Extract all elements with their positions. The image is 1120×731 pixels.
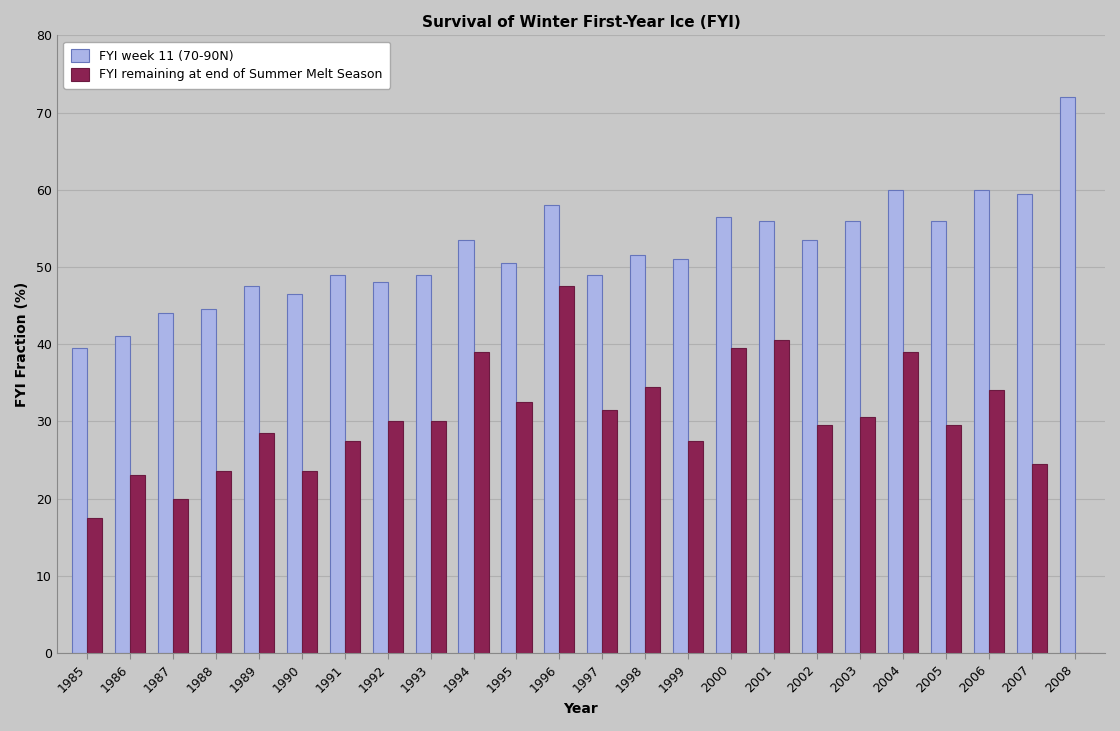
Bar — [388, 421, 402, 653]
Bar — [200, 309, 216, 653]
Bar — [287, 294, 301, 653]
X-axis label: Year: Year — [563, 702, 598, 716]
Bar — [774, 340, 790, 653]
Bar — [559, 287, 575, 653]
Legend: FYI week 11 (70-90N), FYI remaining at end of Summer Melt Season: FYI week 11 (70-90N), FYI remaining at e… — [63, 42, 390, 89]
Bar — [818, 425, 832, 653]
Bar — [631, 255, 645, 653]
Bar — [244, 287, 259, 653]
Bar — [1017, 194, 1032, 653]
Bar — [301, 471, 317, 653]
Bar — [216, 471, 231, 653]
Bar — [946, 425, 961, 653]
Bar — [989, 390, 1004, 653]
Bar — [759, 221, 774, 653]
Bar — [689, 441, 703, 653]
Bar — [645, 387, 661, 653]
Bar — [158, 314, 172, 653]
Bar — [329, 275, 345, 653]
Bar — [474, 352, 488, 653]
Bar — [1060, 97, 1075, 653]
Bar — [502, 263, 516, 653]
Y-axis label: FYI Fraction (%): FYI Fraction (%) — [15, 281, 29, 406]
Bar — [888, 190, 903, 653]
Bar — [172, 499, 188, 653]
Bar — [603, 410, 617, 653]
Bar — [416, 275, 430, 653]
Bar — [731, 348, 746, 653]
Bar — [516, 402, 532, 653]
Bar — [587, 275, 603, 653]
Bar — [373, 282, 388, 653]
Bar — [430, 421, 446, 653]
Title: Survival of Winter First-Year Ice (FYI): Survival of Winter First-Year Ice (FYI) — [421, 15, 740, 30]
Bar — [130, 475, 144, 653]
Bar — [345, 441, 360, 653]
Bar — [716, 217, 731, 653]
Bar — [860, 417, 875, 653]
Bar — [931, 221, 946, 653]
Bar — [544, 205, 559, 653]
Bar — [802, 240, 818, 653]
Bar — [114, 336, 130, 653]
Bar — [903, 352, 918, 653]
Bar — [846, 221, 860, 653]
Bar — [259, 433, 273, 653]
Bar — [87, 518, 102, 653]
Bar — [974, 190, 989, 653]
Bar — [72, 348, 87, 653]
Bar — [1032, 463, 1047, 653]
Bar — [673, 260, 689, 653]
Bar — [458, 240, 474, 653]
